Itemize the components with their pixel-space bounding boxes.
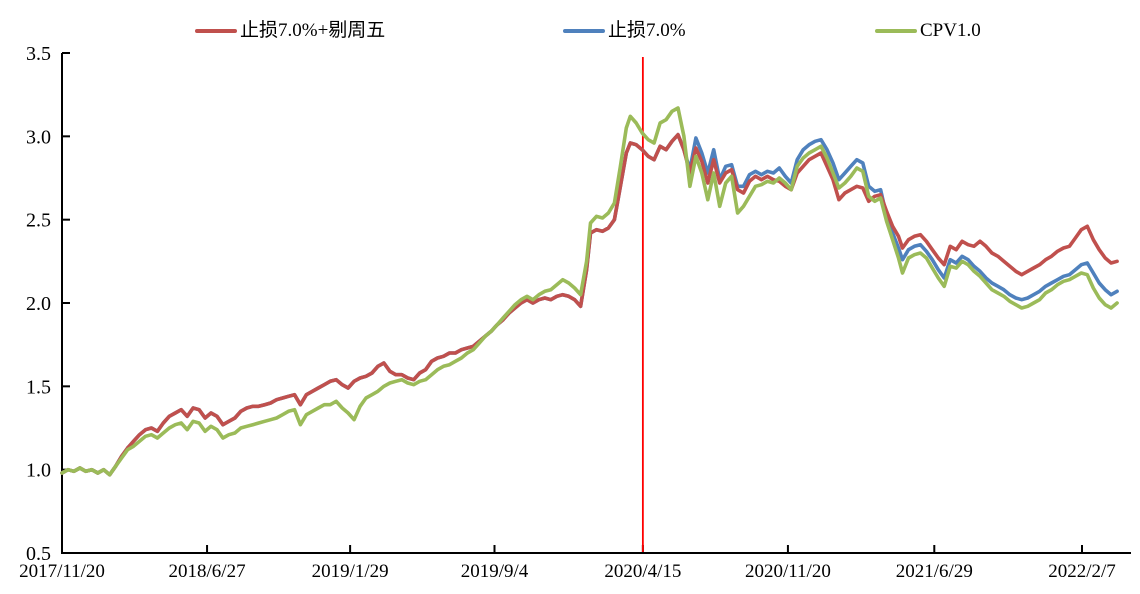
x-tick-label: 2020/4/15 [604,561,681,582]
y-tick-label: 3.0 [26,126,51,148]
y-tick-label: 0.5 [26,543,51,565]
legend-item-stoploss-ex-friday: 止损7.0%+剔周五 [195,21,385,41]
legend-line-swatch-blue [563,29,605,33]
x-tick-label: 2022/2/7 [1048,561,1116,582]
y-tick-label: 1.5 [26,376,51,398]
y-tick-label: 2.0 [26,293,51,315]
legend-label-cpv: CPV1.0 [920,20,981,41]
y-tick-label: 3.5 [26,43,51,65]
x-tick-label: 2021/6/29 [896,561,973,582]
x-tick-label: 2019/1/29 [312,561,389,582]
legend-item-stoploss: 止损7.0% [563,21,686,41]
legend-label-stoploss-ex-friday: 止损7.0%+剔周五 [240,20,386,41]
legend-line-swatch-red [195,29,237,33]
legend-line-swatch-green [875,29,917,33]
x-tick-label: 2018/6/27 [169,561,246,582]
y-tick-label: 2.5 [26,210,51,232]
y-tick-label: 1.0 [26,460,51,482]
legend-label-stoploss: 止损7.0% [608,20,686,41]
x-tick-label: 2019/9/4 [461,561,529,582]
x-tick-label: 2017/11/20 [19,561,105,582]
series-line-0 [60,132,1119,477]
x-tick-label: 2020/11/20 [745,561,831,582]
series-line-2 [60,106,1119,477]
legend-item-cpv: CPV1.0 [875,21,981,41]
